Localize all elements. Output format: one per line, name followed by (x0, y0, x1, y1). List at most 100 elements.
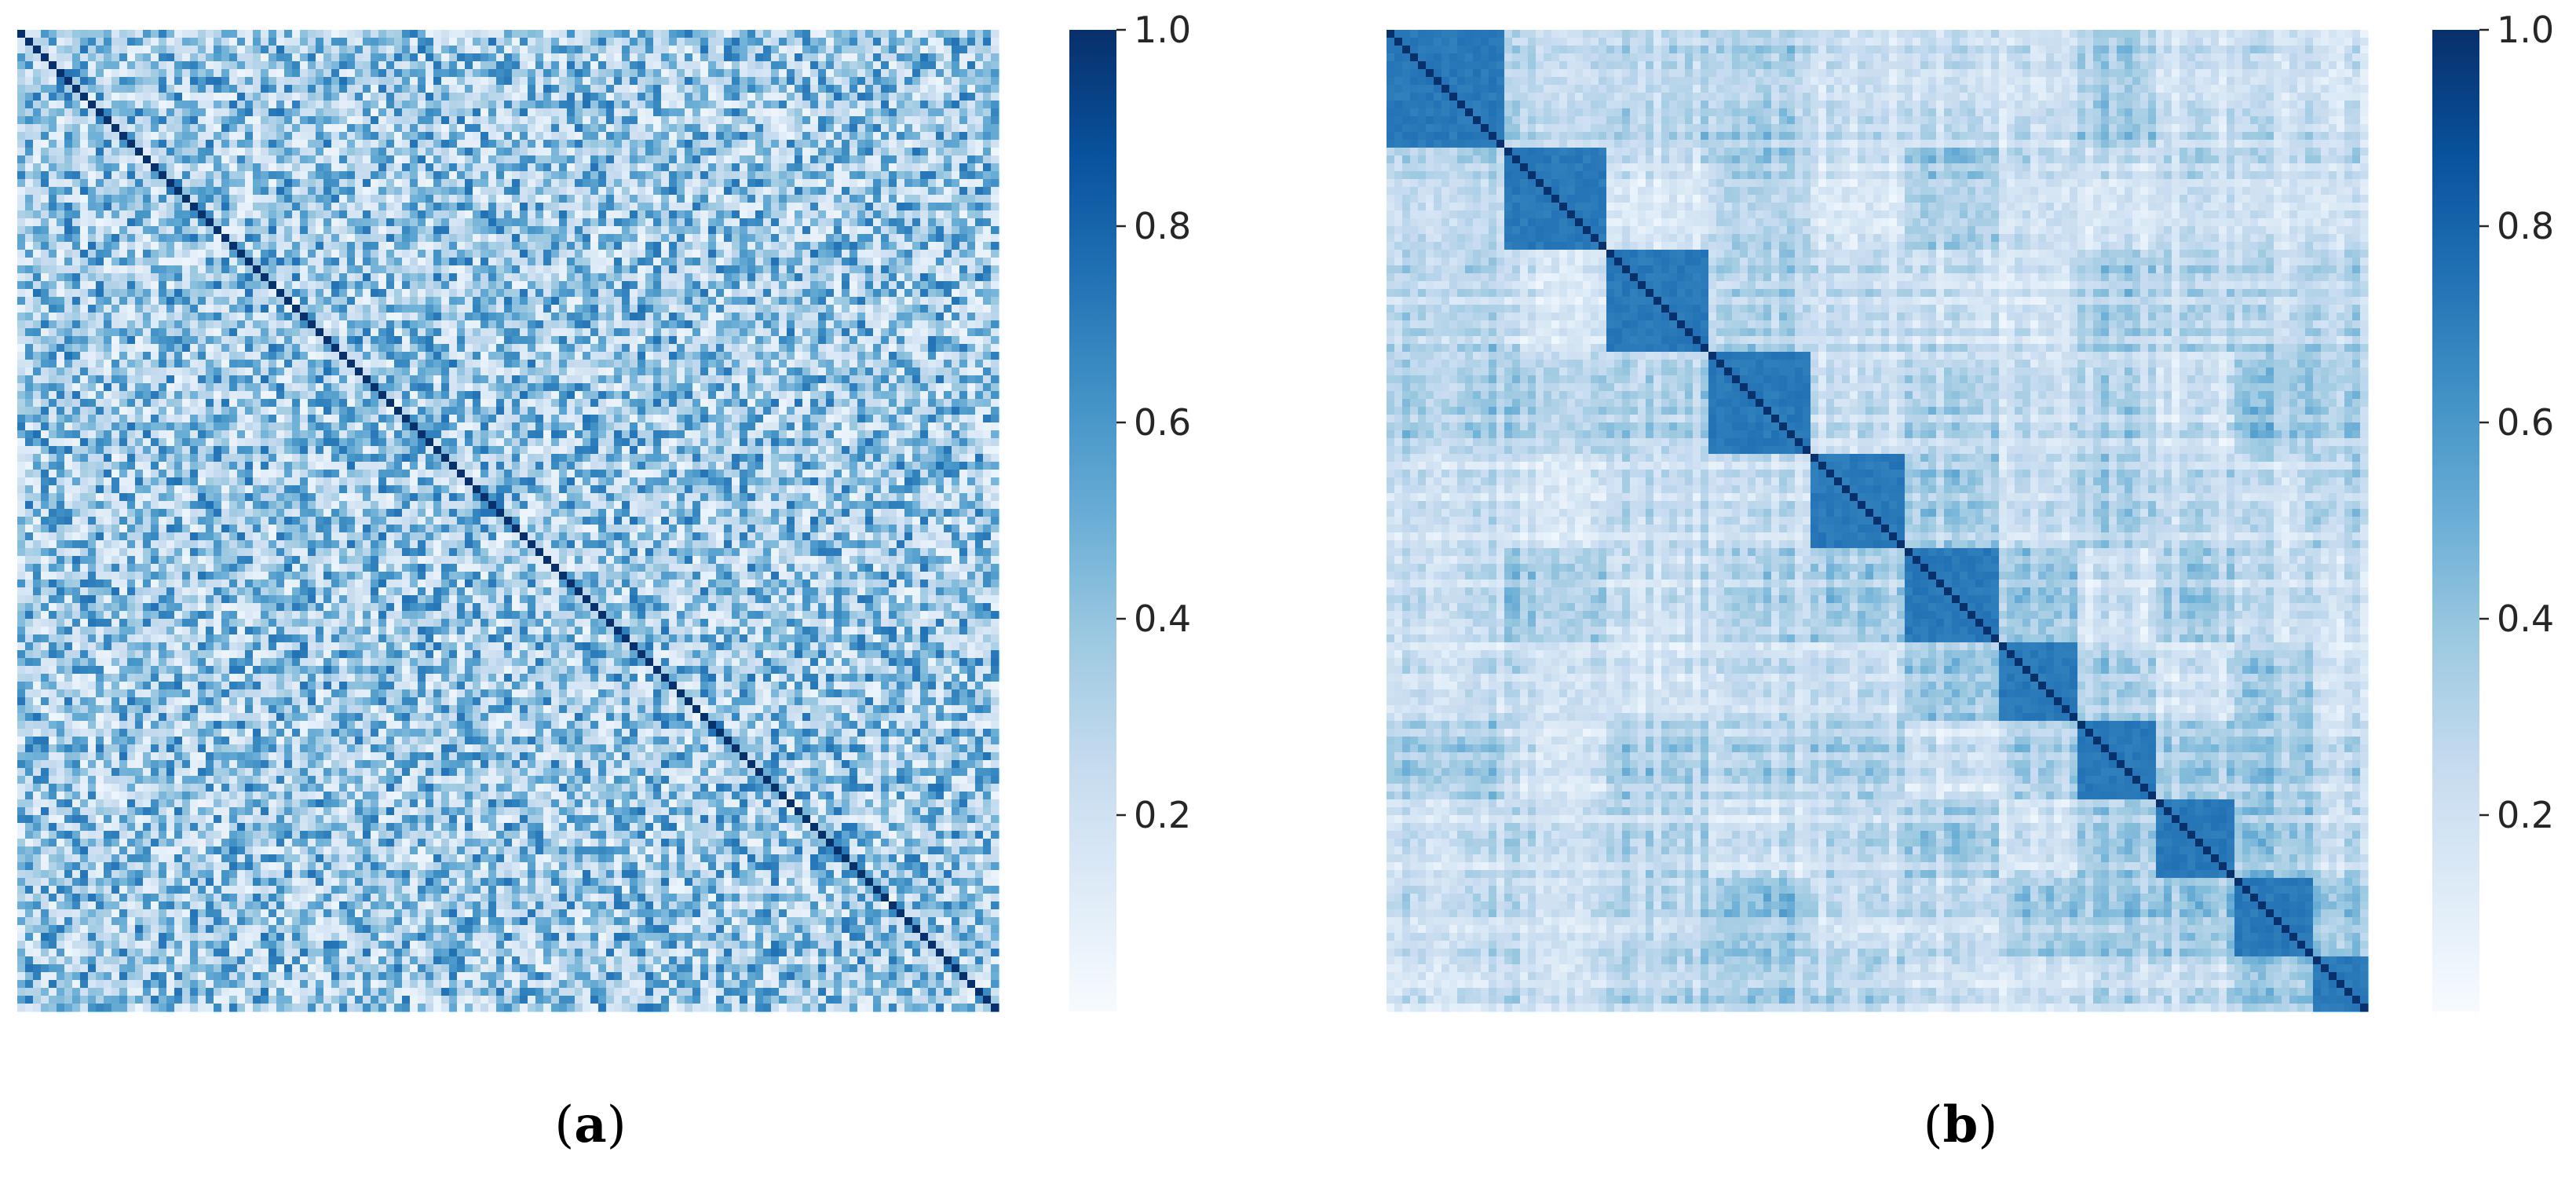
heatmap-a-cell (418, 297, 426, 305)
heatmap-a-cell (237, 328, 246, 337)
heatmap-a-cell (410, 179, 418, 188)
heatmap-a-cell (496, 38, 505, 46)
heatmap-a-cell (363, 148, 371, 156)
heatmap-a-cell (182, 53, 191, 62)
heatmap-a-cell (198, 108, 206, 117)
heatmap-a-cell (802, 265, 811, 274)
heatmap-a-cell (779, 179, 787, 188)
heatmap-a-cell (528, 69, 536, 78)
heatmap-a-cell (127, 328, 136, 337)
heatmap-a-cell (57, 101, 65, 109)
heatmap-a-cell (64, 46, 73, 54)
heatmap-a-cell (991, 148, 999, 156)
heatmap-a-cell (850, 46, 858, 54)
heatmap-a-cell (57, 108, 65, 117)
heatmap-a-cell (159, 250, 167, 258)
heatmap-a-cell (127, 234, 136, 243)
heatmap-a-cell (897, 116, 905, 125)
heatmap-a-cell (645, 297, 654, 305)
heatmap-a-cell (49, 305, 57, 313)
heatmap-a-cell (410, 313, 418, 321)
heatmap-a-cell (669, 242, 678, 250)
heatmap-a-cell (402, 234, 411, 243)
heatmap-a-cell (842, 226, 850, 235)
heatmap-a-cell (347, 30, 356, 38)
heatmap-a-cell (818, 297, 827, 305)
heatmap-a-cell (166, 336, 175, 345)
heatmap-a-cell (975, 108, 984, 117)
heatmap-a-cell (551, 336, 560, 345)
heatmap-a-cell (810, 313, 819, 321)
heatmap-a-cell (826, 53, 835, 62)
heatmap-a-cell (166, 61, 175, 70)
heatmap-a-cell (331, 124, 340, 133)
heatmap-a-cell (583, 187, 591, 196)
heatmap-a-cell (237, 203, 246, 211)
heatmap-a-cell (622, 195, 630, 203)
heatmap-a-cell (897, 195, 905, 203)
heatmap-a-cell (17, 163, 26, 172)
heatmap-a-cell (559, 148, 568, 156)
heatmap-a-cell (33, 132, 42, 141)
heatmap-a-cell (488, 77, 497, 86)
heatmap-a-cell (920, 101, 929, 109)
heatmap-a-cell (151, 187, 159, 196)
heatmap-a-cell (614, 305, 623, 313)
heatmap-a-cell (936, 140, 945, 148)
heatmap-a-cell (732, 155, 740, 164)
heatmap-a-cell (959, 218, 968, 227)
heatmap-a-cell (80, 140, 89, 148)
heatmap-a-cell (598, 124, 607, 133)
heatmap-a-cell (653, 116, 662, 125)
heatmap-a-cell (771, 226, 780, 235)
heatmap-a-cell (269, 140, 277, 148)
heatmap-a-cell (426, 297, 434, 305)
heatmap-a-cell (25, 210, 34, 219)
heatmap-a-cell (72, 210, 81, 219)
heatmap-a-cell (575, 281, 583, 290)
heatmap-a-cell (928, 93, 937, 101)
heatmap-a-cell (802, 226, 811, 235)
heatmap-a-cell (127, 30, 136, 38)
heatmap-a-cell (245, 140, 254, 148)
heatmap-a-cell (182, 30, 191, 38)
heatmap-a-cell (190, 210, 199, 219)
heatmap-a-cell (41, 179, 49, 188)
heatmap-a-cell (441, 289, 450, 298)
heatmap-a-cell (622, 101, 630, 109)
heatmap-a-cell (347, 163, 356, 172)
heatmap-a-cell (583, 289, 591, 298)
heatmap-a-cell (300, 258, 309, 266)
heatmap-a-cell (355, 108, 364, 117)
heatmap-a-cell (528, 258, 536, 266)
heatmap-a-cell (206, 69, 214, 78)
heatmap-a-cell (480, 30, 489, 38)
heatmap-a-cell (135, 320, 144, 329)
heatmap-a-cell (386, 313, 395, 321)
heatmap-a-cell (983, 108, 992, 117)
heatmap-a-cell (143, 132, 152, 141)
heatmap-a-cell (575, 101, 583, 109)
heatmap-a-cell (857, 250, 866, 258)
heatmap-a-cell (630, 140, 638, 148)
heatmap-a-cell (669, 61, 678, 70)
heatmap-a-cell (449, 155, 458, 164)
heatmap-a-cell (567, 210, 575, 219)
heatmap-a-cell (834, 101, 842, 109)
heatmap-a-cell (64, 305, 73, 313)
heatmap-a-cell (166, 171, 175, 180)
heatmap-a-cell (135, 210, 144, 219)
heatmap-a-cell (300, 226, 309, 235)
heatmap-a-cell (96, 242, 104, 250)
heatmap-a-cell (528, 218, 536, 227)
heatmap-a-cell (253, 187, 261, 196)
heatmap-a-cell (991, 281, 999, 290)
heatmap-a-cell (504, 218, 513, 227)
heatmap-a-cell (426, 124, 434, 133)
heatmap-a-cell (724, 38, 733, 46)
heatmap-a-cell (457, 61, 466, 70)
heatmap-a-cell (480, 179, 489, 188)
heatmap-a-cell (802, 124, 811, 133)
heatmap-a-cell (567, 108, 575, 117)
heatmap-a-cell (245, 93, 254, 101)
